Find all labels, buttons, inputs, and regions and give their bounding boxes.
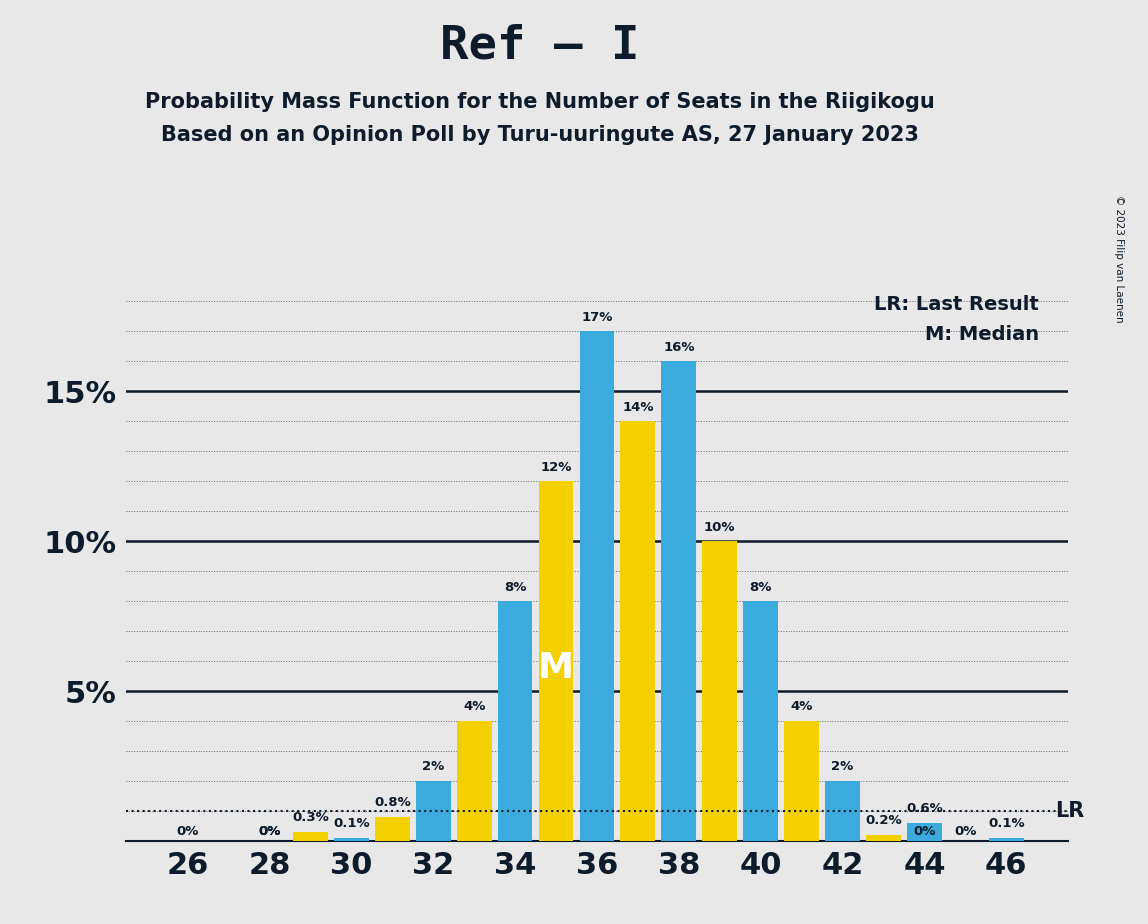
Text: 16%: 16% [664, 341, 695, 354]
Text: 0.8%: 0.8% [374, 796, 411, 809]
Bar [703, 541, 737, 841]
Text: 0.1%: 0.1% [988, 818, 1024, 831]
Text: 0.1%: 0.1% [333, 818, 370, 831]
Text: 8%: 8% [750, 580, 771, 593]
Bar [907, 823, 941, 841]
Bar [375, 817, 410, 841]
Text: 0%: 0% [177, 825, 199, 838]
Bar [866, 835, 901, 841]
Text: LR: LR [1055, 801, 1085, 821]
Text: 4%: 4% [791, 700, 813, 713]
Bar [538, 481, 574, 841]
Text: 10%: 10% [704, 520, 736, 534]
Bar [334, 838, 369, 841]
Text: 14%: 14% [622, 401, 653, 414]
Text: 0%: 0% [913, 825, 936, 838]
Bar [661, 361, 696, 841]
Bar [416, 781, 451, 841]
Text: 17%: 17% [581, 310, 613, 324]
Bar [988, 838, 1024, 841]
Bar [784, 721, 819, 841]
Text: 12%: 12% [541, 461, 572, 474]
Text: 8%: 8% [504, 580, 526, 593]
Bar [620, 421, 656, 841]
Text: M: Median: M: Median [925, 325, 1039, 345]
Text: M: M [538, 651, 574, 686]
Text: © 2023 Filip van Laenen: © 2023 Filip van Laenen [1115, 195, 1124, 322]
Text: 2%: 2% [422, 760, 444, 773]
Text: Ref – I: Ref – I [440, 23, 639, 68]
Bar [580, 332, 614, 841]
Bar [293, 832, 328, 841]
Text: Probability Mass Function for the Number of Seats in the Riigikogu: Probability Mass Function for the Number… [145, 92, 934, 113]
Text: 0%: 0% [258, 825, 281, 838]
Text: 2%: 2% [831, 760, 854, 773]
Bar [498, 602, 533, 841]
Bar [457, 721, 491, 841]
Text: 0%: 0% [954, 825, 977, 838]
Bar [743, 602, 778, 841]
Text: LR: Last Result: LR: Last Result [875, 296, 1039, 314]
Text: 0.2%: 0.2% [866, 814, 902, 827]
Text: 4%: 4% [463, 700, 486, 713]
Bar [825, 781, 860, 841]
Text: 0.6%: 0.6% [906, 802, 943, 815]
Text: Based on an Opinion Poll by Turu-uuringute AS, 27 January 2023: Based on an Opinion Poll by Turu-uuringu… [161, 125, 918, 145]
Text: 0.3%: 0.3% [292, 811, 328, 824]
Text: 0%: 0% [258, 825, 281, 838]
